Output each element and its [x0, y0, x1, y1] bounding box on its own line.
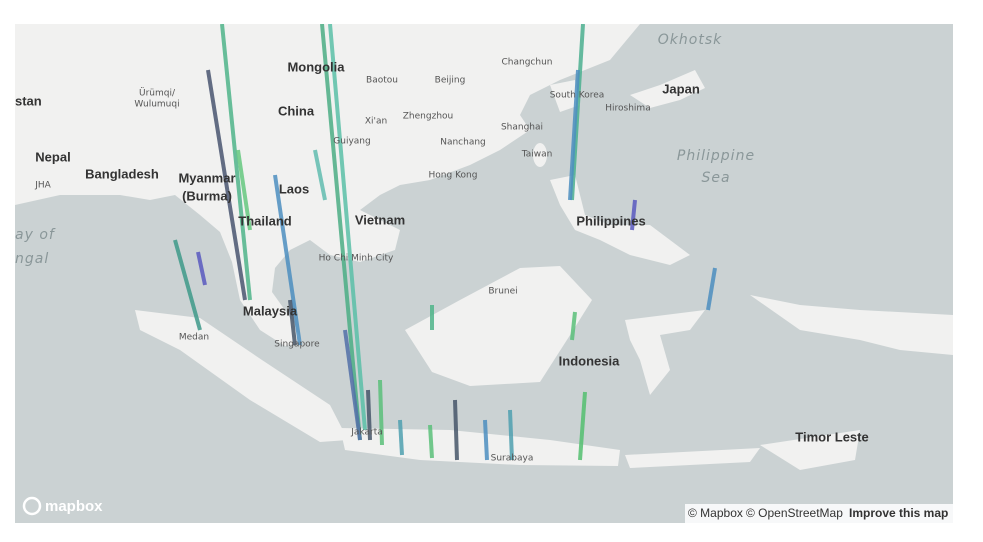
column [173, 239, 202, 331]
column [313, 149, 327, 201]
column [706, 267, 717, 311]
columns [173, 24, 717, 461]
column [328, 24, 367, 431]
borneo [405, 266, 592, 386]
place-label: JHA [34, 181, 51, 191]
column [483, 419, 489, 461]
place-label: Beijing [435, 76, 466, 86]
place-labels: Okhotsk Mongolia Baotou Beijing Changchu… [15, 32, 869, 464]
column [578, 391, 587, 461]
philippines-land [550, 175, 690, 265]
column [428, 424, 434, 459]
column [273, 174, 302, 346]
place-label: Thailand [238, 213, 292, 228]
column [320, 24, 362, 441]
place-label: Wulumuqi [134, 100, 179, 110]
column [570, 24, 585, 201]
logo-icon [22, 496, 42, 516]
logo-text: mapbox [45, 498, 103, 515]
place-label: Surabaya [491, 454, 534, 464]
place-label: ngal [15, 251, 49, 267]
place-label: Brunei [488, 287, 517, 297]
place-label: Philippines [576, 213, 645, 228]
attribution-bar [685, 504, 953, 523]
japan [630, 70, 705, 108]
place-label: Ürümqi/ [139, 88, 176, 99]
place-label: Jakarta [350, 428, 382, 438]
column [630, 199, 637, 231]
korea [550, 80, 580, 112]
mainland [15, 24, 640, 346]
attribution-mapbox[interactable]: © Mapbox [688, 506, 743, 520]
java [340, 428, 620, 466]
place-label: China [278, 103, 315, 118]
place-label: Shanghai [501, 123, 543, 133]
place-label: Ho Chi Minh City [319, 254, 394, 264]
land [15, 24, 953, 470]
place-label: Malaysia [243, 303, 298, 318]
map-canvas: Okhotsk Mongolia Baotou Beijing Changchu… [15, 24, 953, 523]
place-label: Nepal [35, 149, 70, 164]
place-label: Hiroshima [605, 104, 650, 114]
column [570, 311, 577, 341]
column [568, 69, 580, 201]
nusa-tenggara [625, 448, 760, 468]
column [453, 399, 459, 461]
place-label: Laos [279, 181, 309, 196]
column [343, 329, 362, 441]
column [508, 409, 514, 461]
mapbox-logo: mapbox [22, 496, 103, 516]
column [378, 379, 384, 446]
place-label: ay of [15, 227, 56, 243]
column [236, 149, 252, 231]
place-label: Timor Leste [795, 429, 868, 444]
place-label: Bangladesh [85, 166, 159, 181]
place-label: stan [15, 93, 42, 108]
place-label: Vietnam [355, 212, 405, 227]
improve-map-link[interactable]: Improve this map [849, 506, 948, 520]
place-label: Medan [179, 333, 209, 343]
place-label: Myanmar [178, 170, 235, 185]
place-label: Xi'an [365, 117, 387, 127]
place-label: Changchun [502, 58, 553, 68]
taiwan [533, 143, 547, 167]
place-label: Mongolia [287, 59, 345, 74]
column [196, 251, 207, 286]
sulawesi [625, 310, 705, 395]
place-label: Taiwan [521, 150, 553, 160]
sumatra [135, 310, 348, 442]
place-label: Philippine [677, 148, 755, 164]
place-label: Guiyang [333, 137, 370, 147]
place-label: Sea [701, 170, 730, 186]
place-label: Okhotsk [658, 32, 722, 48]
papua [750, 295, 953, 355]
attribution-osm[interactable]: © OpenStreetMap [746, 506, 843, 520]
place-label: Baotou [366, 76, 398, 86]
place-label: South Korea [550, 91, 605, 101]
column [220, 24, 252, 301]
place-label: (Burma) [182, 188, 232, 203]
column [366, 389, 372, 441]
place-label: Japan [662, 81, 700, 96]
place-label: Hong Kong [429, 171, 478, 181]
column [398, 419, 404, 456]
place-label: Singapore [274, 340, 320, 350]
place-label: Indonesia [559, 353, 620, 368]
place-label: Zhengzhou [403, 112, 453, 122]
column [206, 69, 247, 301]
column [288, 299, 297, 346]
timor [760, 430, 860, 470]
place-label: Nanchang [440, 138, 486, 148]
